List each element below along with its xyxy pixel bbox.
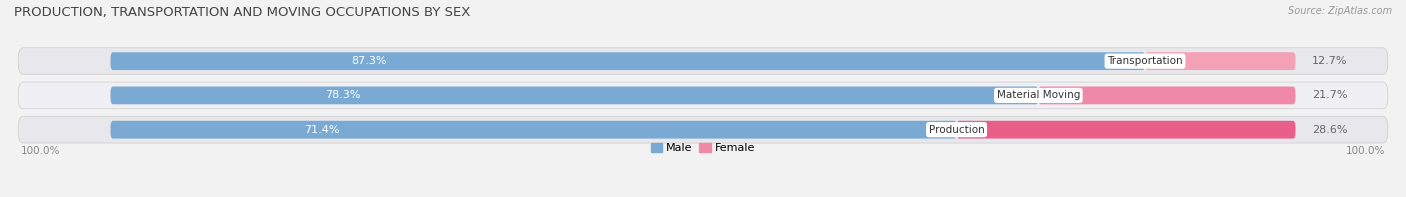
Text: Transportation: Transportation [1107, 56, 1182, 66]
FancyBboxPatch shape [111, 52, 1144, 70]
Text: 100.0%: 100.0% [21, 146, 60, 156]
Text: 12.7%: 12.7% [1312, 56, 1347, 66]
FancyBboxPatch shape [111, 121, 956, 138]
Text: Production: Production [929, 125, 984, 135]
Text: PRODUCTION, TRANSPORTATION AND MOVING OCCUPATIONS BY SEX: PRODUCTION, TRANSPORTATION AND MOVING OC… [14, 6, 471, 19]
FancyBboxPatch shape [18, 48, 1388, 74]
Text: 100.0%: 100.0% [1346, 146, 1385, 156]
Text: 28.6%: 28.6% [1312, 125, 1347, 135]
FancyBboxPatch shape [956, 121, 1295, 138]
FancyBboxPatch shape [1144, 52, 1295, 70]
FancyBboxPatch shape [1039, 86, 1295, 104]
FancyBboxPatch shape [111, 86, 1039, 104]
Text: 71.4%: 71.4% [304, 125, 340, 135]
Text: 78.3%: 78.3% [325, 90, 360, 100]
FancyBboxPatch shape [18, 82, 1388, 109]
Text: 21.7%: 21.7% [1312, 90, 1347, 100]
Text: Material Moving: Material Moving [997, 90, 1080, 100]
FancyBboxPatch shape [18, 116, 1388, 143]
Legend: Male, Female: Male, Female [647, 138, 759, 158]
Text: Source: ZipAtlas.com: Source: ZipAtlas.com [1288, 6, 1392, 16]
Text: 87.3%: 87.3% [352, 56, 387, 66]
